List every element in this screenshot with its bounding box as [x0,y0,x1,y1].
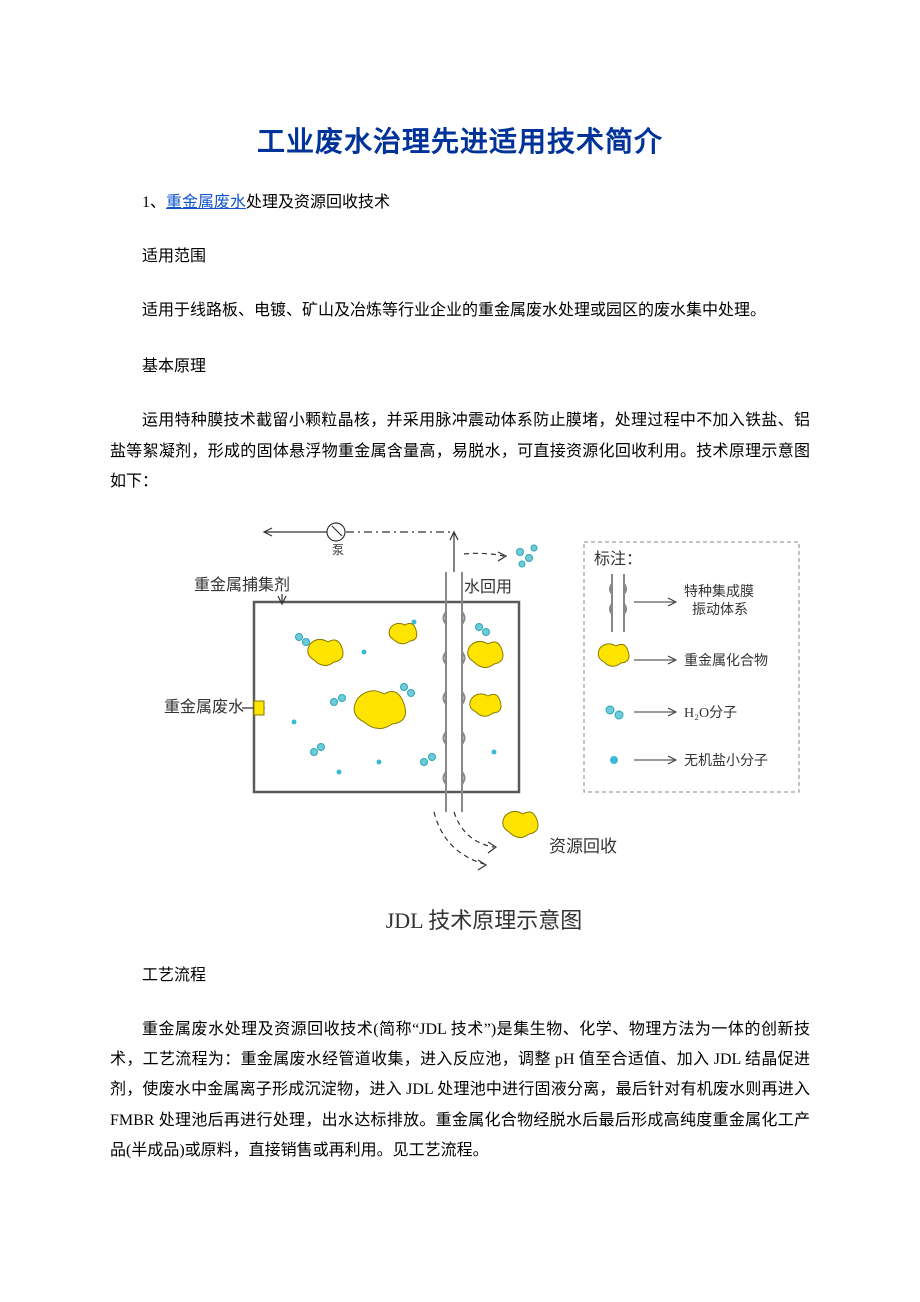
principle-paragraph: 运用特种膜技术截留小颗粒晶核，并采用脉冲震动体系防止膜堵，处理过程中不加入铁盐、… [110,406,810,497]
principle-heading: 基本原理 [110,352,810,376]
legend-salt-icon [610,756,618,764]
legend-membrane-l1: 特种集成膜 [684,583,754,600]
resource-arrow [434,812,496,870]
legend-membrane-icon [610,574,626,632]
diagram-caption: JDL 技术原理示意图 [164,903,804,935]
inlet-marker [254,701,264,715]
water-reuse-label: 水回用 [464,578,512,596]
jdl-diagram: 泵 水回用 [164,512,804,935]
legend-compound-label: 重金属化合物 [684,653,768,669]
legend-arrow-4 [634,756,676,764]
pump-icon [264,523,345,541]
heavy-metal-link[interactable]: 重金属废水 [166,194,246,211]
page-title: 工业废水治理先进适用技术简介 [110,120,810,160]
catcher-label: 重金属捕集剂 [194,576,290,594]
legend-h2o-label: H₂O分子 [684,705,737,721]
section-1-rest: 处理及资源回收技术 [246,194,390,211]
legend-arrow-2 [634,656,676,664]
reuse-droplets [517,545,538,567]
legend-title: 标注： [594,550,642,568]
legend-h2o-icon [606,706,623,719]
section-1-heading: 1、重金属废水处理及资源回收技术 [110,188,810,212]
jdl-diagram-svg: 泵 水回用 [164,512,804,892]
compound-blobs [308,623,503,728]
water-reuse-arrow [464,552,506,561]
membrane-column [444,572,465,812]
resource-blob [503,811,538,837]
legend-membrane-l2: 振动体系 [692,602,748,618]
legend-compound-icon [598,643,629,665]
scope-heading: 适用范围 [110,242,810,266]
process-paragraph: 重金属废水处理及资源回收技术(简称“JDL 技术”)是集生物、化学、物理方法为一… [110,1015,810,1167]
legend-salt-label: 无机盐小分子 [684,753,768,769]
legend-arrow-1 [634,598,676,606]
document-page: 工业废水治理先进适用技术简介 1、重金属废水处理及资源回收技术 适用范围 适用于… [0,0,920,1302]
scope-paragraph: 适用于线路板、电镀、矿山及冶炼等行业企业的重金属废水处理或园区的废水集中处理。 [110,296,810,326]
process-heading: 工艺流程 [110,961,810,985]
wastewater-label: 重金属废水 [164,698,244,716]
legend-arrow-3 [634,708,676,716]
pump-label: 泵 [332,543,344,557]
resource-label: 资源回收 [549,837,617,856]
section-1-number: 1、 [142,194,166,211]
